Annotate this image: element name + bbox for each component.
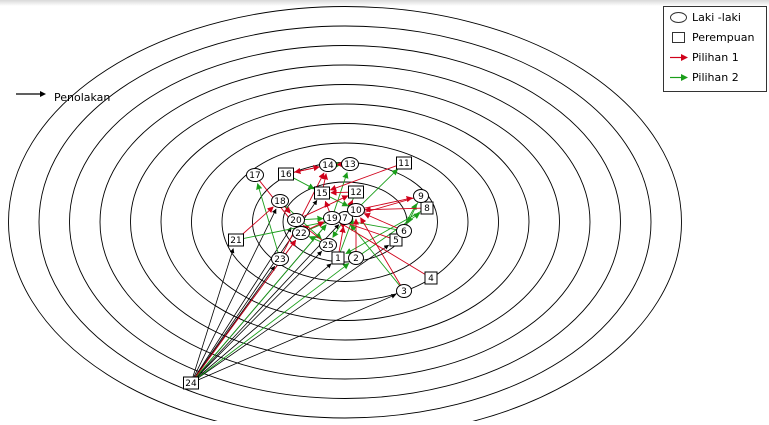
node-9: 9 (414, 190, 429, 203)
rejection-arrow-icon (14, 84, 48, 104)
rejection-key: Penolakan (14, 84, 154, 104)
node-14: 14 (320, 159, 337, 172)
legend-label-choice1: Pilihan 1 (692, 51, 739, 64)
node-5-label: 5 (393, 236, 399, 246)
choice2-edge-16-15 (291, 177, 314, 189)
node-24-label: 24 (185, 379, 197, 389)
node-13-label: 13 (344, 160, 355, 170)
legend-label-female: Perempuan (692, 31, 754, 44)
choice2-edge-9-6 (408, 201, 418, 223)
node-25: 25 (320, 239, 337, 252)
node-11-label: 11 (398, 159, 409, 169)
top-shadow (0, 0, 769, 6)
node-14-label: 14 (322, 161, 334, 171)
choice1-edges (195, 164, 426, 378)
legend-item-male: Laki -laki (664, 9, 766, 27)
node-16: 16 (279, 168, 294, 180)
legend-label-choice2: Pilihan 2 (692, 71, 739, 84)
square-icon (672, 32, 685, 43)
choice1-edge-6-10 (364, 214, 398, 229)
green-arrow-icon (670, 72, 688, 83)
choice1-edge-15-14 (323, 174, 326, 187)
node-18: 18 (272, 195, 289, 208)
node-21-label: 21 (230, 236, 241, 246)
node-6-label: 6 (401, 227, 407, 237)
choice2-edge-10-11 (360, 169, 397, 206)
node-3-label: 3 (401, 287, 407, 297)
choice1-edge-19-15 (325, 201, 329, 212)
rejection-edge-24-20 (194, 228, 291, 378)
node-8: 8 (421, 202, 433, 214)
rejection-edge-24-3 (197, 295, 396, 381)
node-21: 21 (229, 234, 244, 246)
node-17-label: 17 (249, 171, 260, 181)
node-6: 6 (397, 225, 412, 238)
node-8-label: 8 (424, 204, 430, 214)
node-1-label: 1 (335, 254, 341, 264)
node-19: 19 (324, 212, 341, 225)
node-9-label: 9 (418, 192, 424, 202)
choice1-edge-3-10 (361, 218, 401, 286)
node-19-label: 19 (326, 214, 338, 224)
choice1-edge-10-9 (362, 198, 412, 209)
node-17: 17 (247, 169, 264, 182)
choice2-edge-20-19 (302, 218, 323, 219)
node-10-label: 10 (350, 206, 362, 216)
node-7-label: 7 (342, 214, 348, 224)
node-18-label: 18 (274, 197, 286, 207)
node-25-label: 25 (322, 241, 333, 251)
red-arrow-icon (670, 52, 688, 63)
legend-label-male: Laki -laki (692, 11, 741, 24)
legend-item-female: Perempuan (664, 29, 766, 47)
rejection-edges (193, 200, 396, 380)
choice2-edge-24-2 (196, 263, 349, 379)
circle-icon (670, 12, 687, 23)
choice1-edge-21-18 (240, 207, 273, 236)
rejection-edge-24-25 (195, 251, 321, 378)
node-23-label: 23 (274, 255, 285, 265)
node-4: 4 (425, 272, 437, 284)
choice1-edge-22-19 (306, 222, 323, 230)
rejection-label: Penolakan (54, 91, 110, 104)
node-24: 24 (184, 377, 199, 389)
node-10: 10 (348, 204, 365, 217)
node-12-label: 12 (350, 188, 361, 198)
node-22: 22 (293, 227, 310, 240)
node-2: 2 (349, 252, 364, 265)
choice1-edge-23-14 (283, 173, 324, 254)
node-23: 23 (272, 253, 289, 266)
node-1: 1 (332, 252, 344, 264)
choice2-edge-7-25 (333, 223, 342, 237)
node-15: 15 (315, 187, 330, 199)
node-16-label: 16 (280, 170, 292, 180)
choice1-edge-11-15 (330, 165, 398, 190)
choice1-edge-12-15 (331, 192, 350, 193)
node-22-label: 22 (295, 229, 306, 239)
node-20-label: 20 (290, 216, 302, 226)
choice2-edge-24-19 (195, 225, 326, 379)
node-20: 20 (288, 214, 305, 227)
node-11: 11 (397, 157, 412, 169)
node-4-label: 4 (428, 274, 434, 284)
legend: Laki -laki Perempuan Pilihan 1 Pilihan 2 (663, 6, 767, 92)
node-15-label: 15 (316, 189, 327, 199)
node-12: 12 (349, 186, 364, 198)
node-2-label: 2 (353, 254, 359, 264)
node-3: 3 (397, 285, 412, 298)
legend-item-choice1: Pilihan 1 (664, 49, 766, 67)
choice1-edge-4-19 (340, 223, 426, 275)
legend-item-choice2: Pilihan 2 (664, 69, 766, 87)
node-13: 13 (342, 158, 359, 171)
